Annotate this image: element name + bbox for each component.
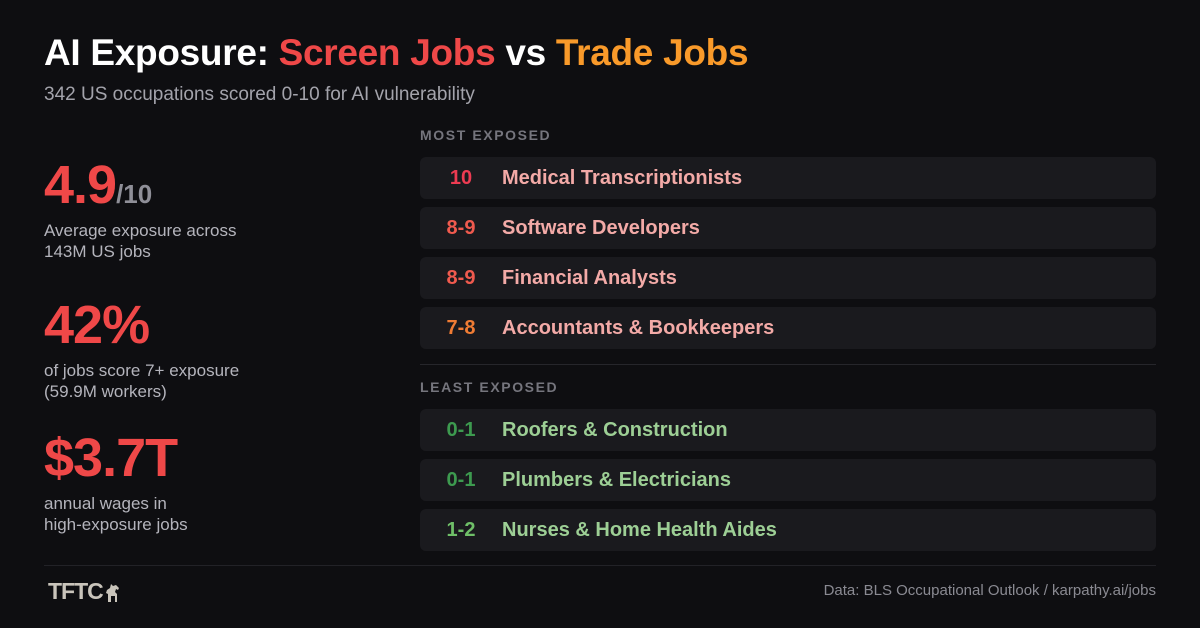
stat-description: annual wages in high-exposure jobs [44, 493, 374, 535]
most-exposed-row: 8-9 Software Developers [420, 207, 1156, 249]
exposure-score: 0-1 [446, 468, 476, 491]
stat-description-line: high-exposure jobs [44, 515, 188, 534]
footer-divider [44, 565, 1156, 566]
most-exposed-row: 7-8 Accountants & Bookkeepers [420, 307, 1156, 349]
exposure-score: 8-9 [446, 216, 476, 239]
stat-description: Average exposure across 143M US jobs [44, 220, 374, 262]
job-title: Accountants & Bookkeepers [502, 316, 775, 339]
exposure-score: 10 [449, 166, 473, 189]
stat-value: 42% [44, 295, 150, 355]
job-title: Software Developers [502, 216, 700, 239]
stat-value: 4.9 [44, 155, 117, 215]
least-exposed-row: 1-2 Nurses & Home Health Aides [420, 509, 1156, 551]
stat-annual-wages: $3.7T annual wages in high-exposure jobs [44, 431, 374, 535]
data-source: Data: BLS Occupational Outlook / karpath… [823, 582, 1156, 599]
stat-value: $3.7T [44, 428, 178, 488]
title-trade-jobs: Trade Jobs [555, 32, 749, 73]
job-title: Nurses & Home Health Aides [502, 518, 777, 541]
title-screen-jobs: Screen Jobs [278, 32, 496, 73]
stat-description: of jobs score 7+ exposure (59.9M workers… [44, 360, 374, 402]
least-exposed-label: LEAST EXPOSED [420, 379, 559, 395]
logo-text: TFTC [48, 578, 104, 604]
most-exposed-label: MOST EXPOSED [420, 127, 552, 143]
stat-high-exposure-share: 42% of jobs score 7+ exposure (59.9M wor… [44, 298, 374, 402]
least-exposed-row: 0-1 Roofers & Construction [420, 409, 1156, 451]
title-prefix: AI Exposure: [44, 32, 279, 73]
page-subtitle: 342 US occupations scored 0-10 for AI vu… [44, 84, 475, 105]
tftc-logo: TFTC [48, 578, 122, 605]
stat-description-line: annual wages in [44, 494, 167, 513]
most-exposed-row: 10 Medical Transcriptionists [420, 157, 1156, 199]
job-title: Plumbers & Electricians [502, 468, 731, 491]
exposure-score: 0-1 [446, 418, 476, 441]
page-title: AI Exposure: Screen Jobs vs Trade Jobs [44, 32, 749, 74]
stat-description-line: Average exposure across [44, 221, 237, 240]
most-exposed-row: 8-9 Financial Analysts [420, 257, 1156, 299]
section-divider [420, 364, 1156, 365]
stat-description-line: 143M US jobs [44, 242, 151, 261]
exposure-score: 1-2 [446, 518, 476, 541]
exposure-score: 8-9 [446, 266, 476, 289]
least-exposed-row: 0-1 Plumbers & Electricians [420, 459, 1156, 501]
stat-description-line: of jobs score 7+ exposure [44, 361, 240, 380]
stat-description-line: (59.9M workers) [44, 382, 167, 401]
exposure-score: 7-8 [446, 316, 476, 339]
horse-icon [105, 583, 119, 602]
title-vs: vs [495, 32, 556, 73]
job-title: Financial Analysts [502, 266, 677, 289]
stat-average-exposure: 4.9/10 Average exposure across 143M US j… [44, 158, 374, 262]
stat-suffix: /10 [116, 179, 153, 209]
job-title: Medical Transcriptionists [502, 166, 743, 189]
job-title: Roofers & Construction [502, 418, 728, 441]
